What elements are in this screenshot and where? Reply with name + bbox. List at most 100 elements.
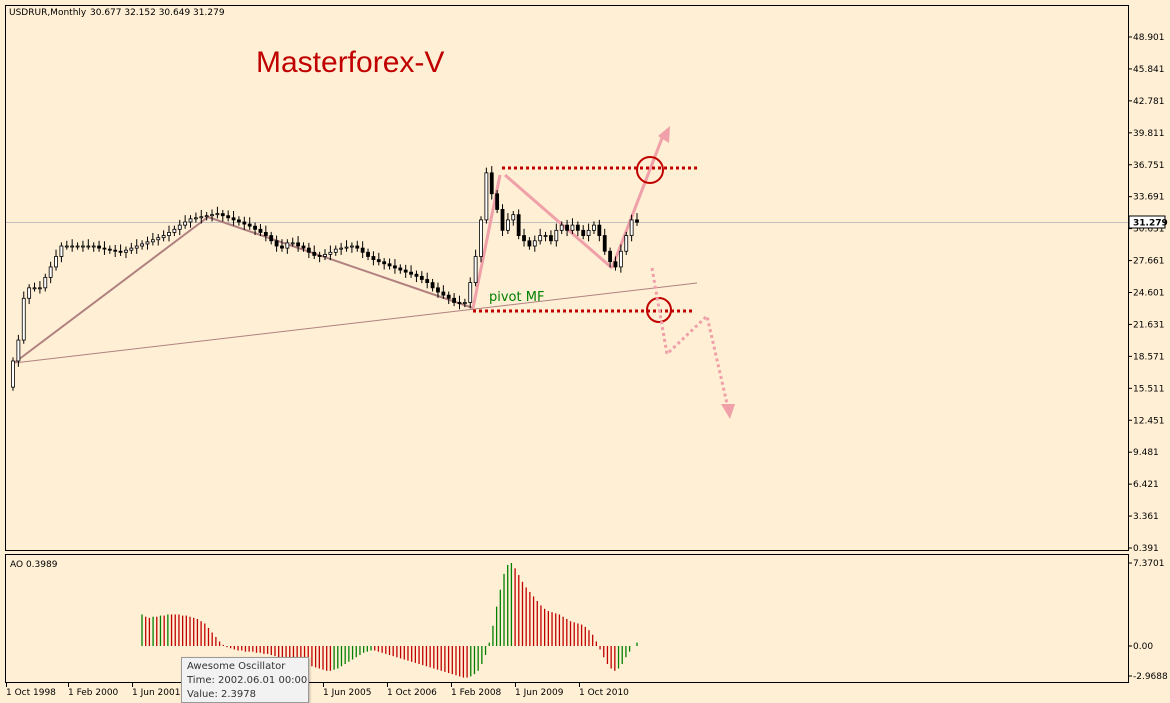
- candle-body: [247, 223, 252, 227]
- ao-label: AO 0.3989: [10, 560, 58, 570]
- time-tick-label: 1 Oct 1998: [6, 688, 56, 698]
- candle-body: [296, 242, 301, 247]
- candle-body: [27, 287, 32, 299]
- candle-body: [317, 255, 322, 257]
- candle-body: [371, 256, 376, 261]
- candle-body: [43, 276, 48, 289]
- candle-body: [102, 247, 107, 250]
- candle-body: [441, 291, 446, 296]
- candle-body: [635, 219, 639, 223]
- candle-body: [183, 221, 188, 226]
- candle-body: [328, 251, 333, 255]
- candle-body: [134, 245, 139, 249]
- ao-tooltip: Awesome Oscillator Time: 2002.06.01 00:0…: [181, 657, 309, 703]
- candle-body: [425, 279, 430, 284]
- projection-down-arrowhead: [721, 404, 735, 419]
- price-axis: 48.901 45.841 42.781 39.811 36.751 33.691 30.6…: [1128, 33, 1165, 554]
- candle-body: [360, 247, 365, 253]
- candle-body: [393, 265, 397, 269]
- candle-body: [549, 235, 553, 242]
- price-tick-label: 24.601: [1133, 289, 1165, 299]
- candle-body: [522, 235, 526, 242]
- candle-body: [462, 302, 467, 304]
- candle-body: [81, 245, 85, 248]
- candle-body: [344, 246, 349, 249]
- candle-body: [204, 215, 209, 218]
- candle-body: [21, 297, 26, 341]
- time-tick-label: 1 Feb 2000: [68, 688, 119, 698]
- time-tick-label: 1 Jun 2009: [515, 688, 564, 698]
- candle-body: [366, 251, 370, 257]
- candle-body: [269, 235, 274, 242]
- candle-body: [220, 213, 225, 217]
- price-tick-label: 21.631: [1133, 320, 1165, 330]
- candle-body: [581, 229, 586, 236]
- tooltip-title: Awesome Oscillator: [187, 661, 286, 672]
- candle-body: [538, 235, 543, 242]
- candle-body: [468, 282, 473, 303]
- candle-body: [285, 242, 290, 249]
- price-tick-label: 42.781: [1133, 97, 1165, 107]
- candle-body: [156, 237, 161, 241]
- price-tick-label: 3.361: [1133, 512, 1159, 522]
- candle-body: [86, 245, 91, 248]
- candle-body: [11, 360, 15, 388]
- main-panel-frame: [5, 5, 1129, 551]
- candle-body: [64, 245, 69, 248]
- price-tick-label: 9.481: [1133, 448, 1159, 458]
- candle-body: [484, 172, 489, 221]
- current-price-label: 31.279: [1133, 219, 1168, 229]
- candle-body: [242, 221, 247, 225]
- projection-up-arrowhead: [658, 126, 670, 143]
- candle-body: [355, 245, 360, 249]
- candle-body: [409, 271, 413, 275]
- candle-body: [16, 339, 21, 362]
- candle-body: [37, 287, 42, 290]
- candle-body: [97, 245, 101, 249]
- current-price-tag: 31.279: [1128, 215, 1168, 229]
- candle-body: [387, 263, 392, 267]
- candle-body: [107, 248, 112, 251]
- candle-body: [258, 228, 263, 233]
- candle-body: [177, 224, 182, 230]
- candle-body: [489, 172, 494, 195]
- price-tick-label: 0.391: [1133, 544, 1159, 554]
- price-tick-label: 48.901: [1133, 33, 1165, 43]
- candle-body: [274, 240, 279, 247]
- price-tick-label: 6.421: [1133, 480, 1159, 490]
- candle-body: [543, 235, 548, 237]
- candle-body: [113, 249, 118, 252]
- candle-body: [199, 216, 204, 219]
- candle-body: [527, 240, 532, 247]
- candle-body: [457, 302, 462, 304]
- candle-body: [280, 245, 284, 249]
- time-tick-label: 1 Oct 2010: [579, 688, 629, 698]
- watermark-title: Masterforex-V: [256, 46, 444, 79]
- candle-body: [263, 232, 268, 236]
- candle-body: [339, 247, 344, 250]
- price-tick-label: 27.661: [1133, 257, 1165, 267]
- candle-body: [32, 287, 37, 290]
- candle-body: [419, 275, 424, 280]
- pivot-circle: [646, 297, 672, 323]
- ao-axis: 7.3701 0.00 -2.9688: [1128, 559, 1168, 682]
- candle-body: [333, 248, 338, 253]
- price-tick-label: 33.691: [1133, 193, 1165, 203]
- candle-body: [54, 256, 58, 268]
- candle-body: [613, 261, 618, 268]
- current-price-box: [1128, 215, 1166, 229]
- candle-body: [70, 245, 75, 248]
- candle-body: [193, 217, 198, 220]
- ao-tick-label: -2.9688: [1133, 672, 1168, 682]
- candle-body: [301, 245, 306, 249]
- pivot-trend-line: [13, 282, 698, 364]
- candle-body: [554, 229, 559, 242]
- price-tick-label: 45.841: [1133, 65, 1165, 75]
- candle-body: [624, 235, 629, 252]
- time-tick-label: 1 Jun 2005: [323, 688, 371, 698]
- time-tick-label: 1 Jun 2001: [132, 688, 180, 698]
- time-tick-label: 1 Oct 2006: [387, 688, 437, 698]
- candle-body: [382, 261, 387, 265]
- trend-line-down: [207, 216, 474, 309]
- tooltip-value: Value: 2.3978: [187, 689, 256, 700]
